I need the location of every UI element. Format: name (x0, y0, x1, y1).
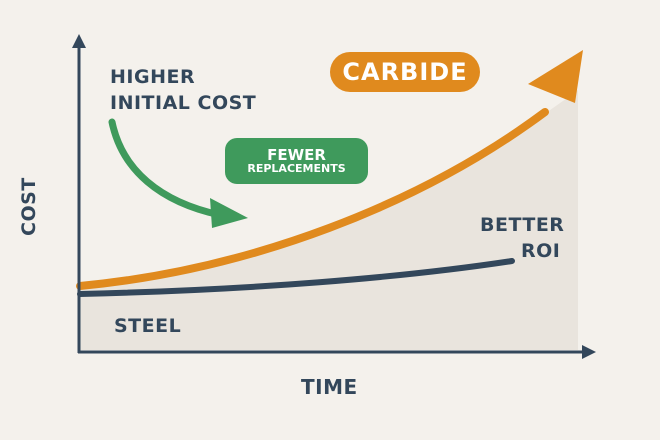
curved-arrow-icon (108, 118, 224, 219)
fewer-replacements-line1: FEWER (267, 145, 326, 164)
carbide-curve (76, 108, 549, 290)
carbide-badge: CARBIDE (330, 52, 480, 92)
y-axis-label: COST (18, 177, 40, 236)
carbide-arrow-head-icon (528, 50, 583, 103)
x-axis-label: TIME (301, 375, 358, 399)
higher-cost-label-line2: INITIAL COST (110, 92, 257, 114)
curved-arrow-head-icon (210, 198, 248, 228)
y-axis-arrow-head-icon (72, 34, 86, 48)
fewer-replacements-badge: FEWER REPLACEMENTS (225, 138, 368, 184)
shaded-area (80, 90, 578, 350)
better-roi-label-line1: BETTER (480, 214, 565, 236)
steel-curve (77, 258, 515, 297)
fewer-replacements-line2: REPLACEMENTS (247, 162, 346, 176)
steel-label: STEEL (114, 315, 182, 337)
higher-cost-label-line1: HIGHER (110, 66, 196, 88)
x-axis-arrow-head-icon (582, 345, 596, 359)
better-roi-label-line2: ROI (521, 240, 561, 262)
